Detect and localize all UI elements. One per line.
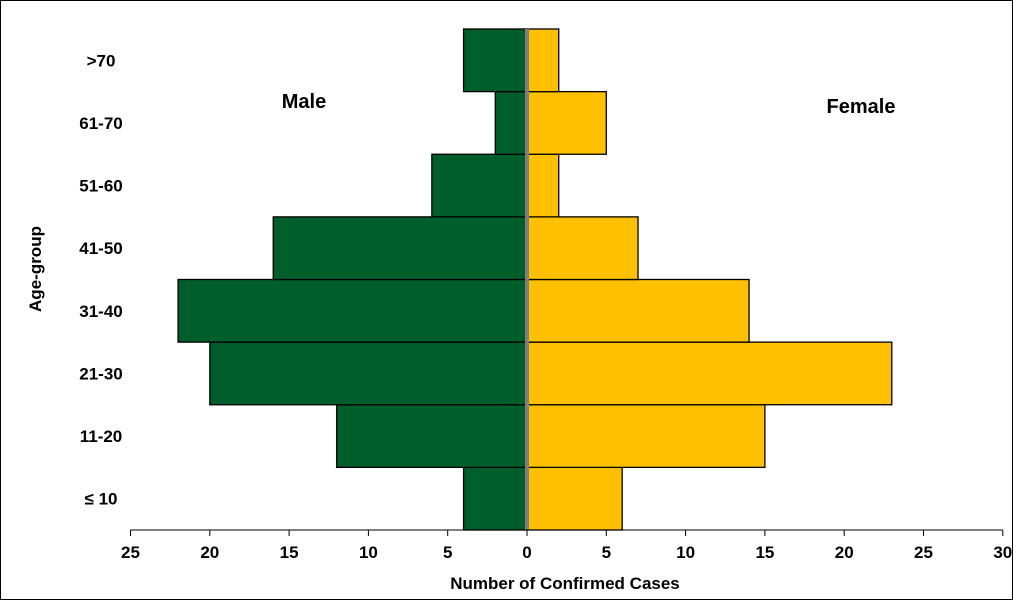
y-category-label: 61-70 xyxy=(79,114,122,133)
x-tick-label: 5 xyxy=(602,543,611,562)
x-tick-label: 10 xyxy=(676,543,695,562)
series-label-female: Female xyxy=(827,96,896,118)
x-tick-label: 15 xyxy=(280,543,299,562)
x-axis-ticks: 25 20 15 10 5 0 5 10 15 20 25 30 xyxy=(121,530,1012,562)
female-bar-31-40 xyxy=(526,278,750,343)
x-tick-label: 20 xyxy=(835,543,854,562)
female-bar->70 xyxy=(526,28,560,93)
male-bar->70 xyxy=(462,28,528,93)
y-axis-category-labels: ≤ 10 11-20 21-30 31-40 41-50 51-60 61-70 >70 xyxy=(79,51,122,508)
x-tick-label: 5 xyxy=(443,543,452,562)
female-bar-61-70 xyxy=(526,90,607,155)
male-bar-41-50 xyxy=(272,216,528,281)
y-axis-title: Age-group xyxy=(26,226,45,312)
female-bar-21-30 xyxy=(526,341,893,406)
x-tick-label: 15 xyxy=(755,543,774,562)
y-category-label: >70 xyxy=(87,51,116,70)
male-bar-61-70 xyxy=(494,90,528,155)
bars-layer xyxy=(177,28,893,531)
male-bar-31-40 xyxy=(177,278,528,343)
x-tick-label: 0 xyxy=(522,543,531,562)
y-category-label: 31-40 xyxy=(79,302,122,321)
x-tick-label: 20 xyxy=(200,543,219,562)
male-bar-11-20 xyxy=(336,404,528,469)
male-bar-21-30 xyxy=(209,341,528,406)
y-category-label: 41-50 xyxy=(79,239,122,258)
y-category-label: 21-30 xyxy=(79,364,122,383)
y-category-label: 51-60 xyxy=(79,177,122,196)
male-bar-51-60 xyxy=(431,153,528,218)
series-label-male: Male xyxy=(282,91,326,113)
female-bar-11-20 xyxy=(526,404,766,469)
female-bar-51-60 xyxy=(526,153,560,218)
female-bar-41-50 xyxy=(526,216,639,281)
x-axis-title: Number of Confirmed Cases xyxy=(450,574,680,593)
x-tick-label: 25 xyxy=(121,543,140,562)
y-category-label: ≤ 10 xyxy=(85,490,118,509)
x-tick-label: 30 xyxy=(993,543,1012,562)
y-category-label: 11-20 xyxy=(80,427,123,446)
x-tick-label: 10 xyxy=(359,543,378,562)
female-bar-≤ 10 xyxy=(526,466,623,531)
x-tick-label: 25 xyxy=(914,543,933,562)
male-bar-≤ 10 xyxy=(462,466,528,531)
